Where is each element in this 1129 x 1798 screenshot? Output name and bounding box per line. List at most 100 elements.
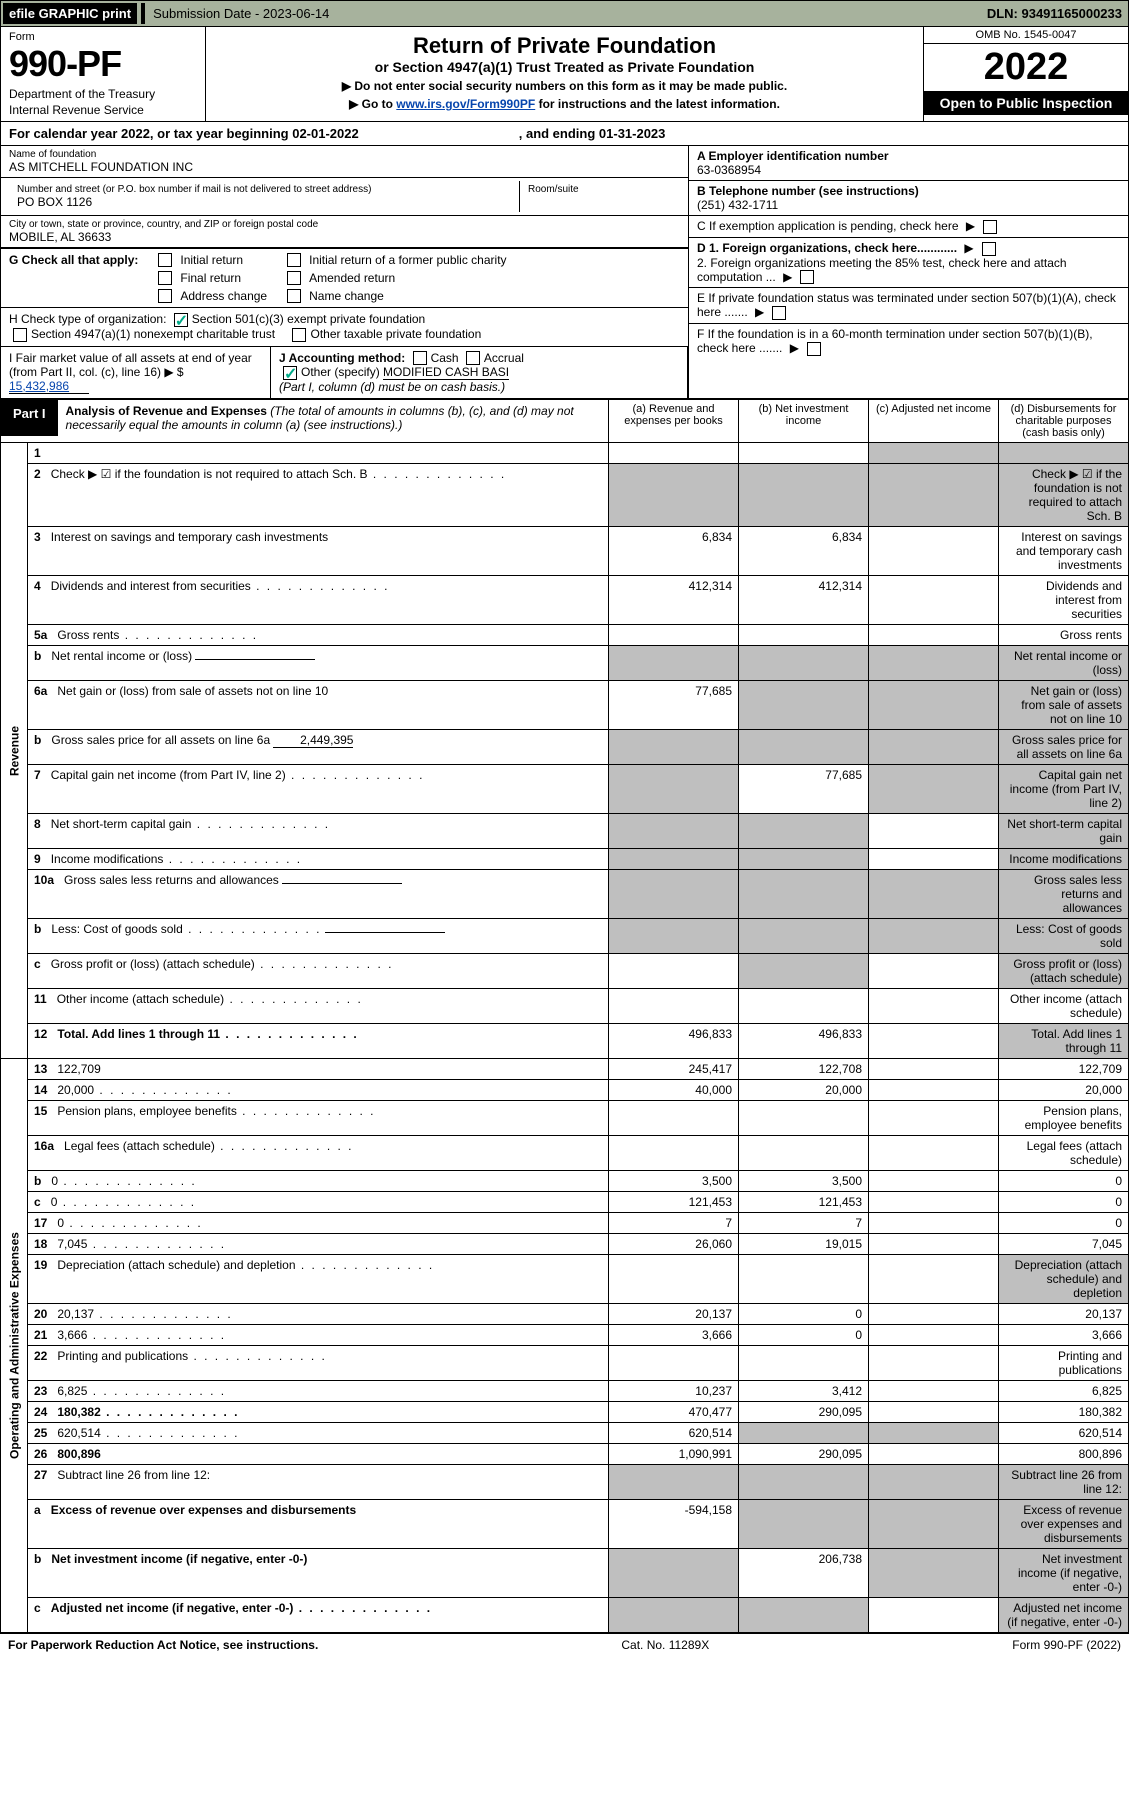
- h-501c3[interactable]: [174, 313, 188, 327]
- table-row: 18 7,04526,06019,0157,045: [1, 1234, 1129, 1255]
- cell-c: [869, 989, 999, 1024]
- cell-a: 470,477: [609, 1402, 739, 1423]
- table-row: b 03,5003,5000: [1, 1171, 1129, 1192]
- table-row: c 0121,453121,4530: [1, 1192, 1129, 1213]
- line-desc: 22 Printing and publications: [28, 1346, 609, 1381]
- cell-b: 412,314: [739, 576, 869, 625]
- j-other[interactable]: [283, 366, 297, 380]
- b-label: B Telephone number (see instructions): [697, 184, 919, 198]
- j-accrual[interactable]: [466, 351, 480, 365]
- entity-block: Name of foundation AS MITCHELL FOUNDATIO…: [0, 146, 1129, 399]
- line-desc: 6a Net gain or (loss) from sale of asset…: [28, 681, 609, 730]
- cell-b: [739, 814, 869, 849]
- cell-d: Pension plans, employee benefits: [999, 1101, 1129, 1136]
- cell-b: [739, 1101, 869, 1136]
- cell-d: Total. Add lines 1 through 11: [999, 1024, 1129, 1059]
- cell-a: 3,666: [609, 1325, 739, 1346]
- cell-b: [739, 1598, 869, 1633]
- table-row: 17 0770: [1, 1213, 1129, 1234]
- line-desc: 23 6,825: [28, 1381, 609, 1402]
- line-desc: b Less: Cost of goods sold: [28, 919, 609, 954]
- cell-b: [739, 1346, 869, 1381]
- line-desc: b Net investment income (if negative, en…: [28, 1549, 609, 1598]
- cell-b: 496,833: [739, 1024, 869, 1059]
- part1-table: Part I Analysis of Revenue and Expenses …: [0, 399, 1129, 1633]
- g-initial-return[interactable]: [158, 253, 172, 267]
- g-initial-former[interactable]: [287, 253, 301, 267]
- h-4947[interactable]: [13, 328, 27, 342]
- g-address-change[interactable]: [158, 289, 172, 303]
- cell-c: [869, 1136, 999, 1171]
- cell-a: [609, 989, 739, 1024]
- cell-b: 3,412: [739, 1381, 869, 1402]
- line-desc: 14 20,000: [28, 1080, 609, 1101]
- open-public: Open to Public Inspection: [924, 91, 1128, 115]
- cell-d: 7,045: [999, 1234, 1129, 1255]
- cell-c: [869, 1500, 999, 1549]
- cell-b: [739, 443, 869, 464]
- cell-a: 620,514: [609, 1423, 739, 1444]
- cell-b: [739, 870, 869, 919]
- cell-d: Gross profit or (loss) (attach schedule): [999, 954, 1129, 989]
- cell-b: 0: [739, 1325, 869, 1346]
- line-desc: 12 Total. Add lines 1 through 11: [28, 1024, 609, 1059]
- cell-d: Net gain or (loss) from sale of assets n…: [999, 681, 1129, 730]
- line-desc: 19 Depreciation (attach schedule) and de…: [28, 1255, 609, 1304]
- line-desc: 27 Subtract line 26 from line 12:: [28, 1465, 609, 1500]
- header-note2: ▶ Go to www.irs.gov/Form990PF for instru…: [212, 97, 917, 111]
- i-label: I Fair market value of all assets at end…: [9, 351, 252, 379]
- d2-label: 2. Foreign organizations meeting the 85%…: [697, 256, 1067, 284]
- line-desc: 1: [28, 443, 609, 464]
- g-amended[interactable]: [287, 271, 301, 285]
- cell-d: 0: [999, 1213, 1129, 1234]
- cell-c: [869, 527, 999, 576]
- cell-b: [739, 954, 869, 989]
- tax-year: 2022: [924, 44, 1128, 91]
- table-row: 21 3,6663,66603,666: [1, 1325, 1129, 1346]
- i-value: 15,432,986: [9, 379, 89, 394]
- line-desc: b Net rental income or (loss): [28, 646, 609, 681]
- cell-d: Capital gain net income (from Part IV, l…: [999, 765, 1129, 814]
- d2-checkbox[interactable]: [800, 270, 814, 284]
- table-row: a Excess of revenue over expenses and di…: [1, 1500, 1129, 1549]
- c-checkbox[interactable]: [983, 220, 997, 234]
- city-value: MOBILE, AL 36633: [9, 230, 680, 244]
- e-checkbox[interactable]: [772, 306, 786, 320]
- h-other-taxable[interactable]: [292, 328, 306, 342]
- line-desc: 11 Other income (attach schedule): [28, 989, 609, 1024]
- line-desc: c 0: [28, 1192, 609, 1213]
- cell-a: [609, 646, 739, 681]
- d1-checkbox[interactable]: [982, 242, 996, 256]
- cell-a: 496,833: [609, 1024, 739, 1059]
- cell-d: Net investment income (if negative, ente…: [999, 1549, 1129, 1598]
- table-row: 16a Legal fees (attach schedule)Legal fe…: [1, 1136, 1129, 1171]
- table-row: 14 20,00040,00020,00020,000: [1, 1080, 1129, 1101]
- table-row: 11 Other income (attach schedule)Other i…: [1, 989, 1129, 1024]
- cell-a: 3,500: [609, 1171, 739, 1192]
- g-final-return[interactable]: [158, 271, 172, 285]
- table-row: 3 Interest on savings and temporary cash…: [1, 527, 1129, 576]
- table-row: 7 Capital gain net income (from Part IV,…: [1, 765, 1129, 814]
- cell-c: [869, 1024, 999, 1059]
- cell-d: Less: Cost of goods sold: [999, 919, 1129, 954]
- cell-a: 77,685: [609, 681, 739, 730]
- g-name-change[interactable]: [287, 289, 301, 303]
- f-checkbox[interactable]: [807, 342, 821, 356]
- cell-b: 7: [739, 1213, 869, 1234]
- col-b-header: (b) Net investment income: [739, 400, 869, 443]
- line-desc: c Adjusted net income (if negative, ente…: [28, 1598, 609, 1633]
- cell-c: [869, 681, 999, 730]
- irs-link[interactable]: www.irs.gov/Form990PF: [396, 97, 535, 111]
- a-label: A Employer identification number: [697, 149, 889, 163]
- efile-badge: efile GRAPHIC print: [3, 3, 137, 24]
- line-desc: 2 Check ▶ ☑ if the foundation is not req…: [28, 464, 609, 527]
- j-cash[interactable]: [413, 351, 427, 365]
- line-desc: 13 122,709: [28, 1059, 609, 1080]
- addr-value: PO BOX 1126: [17, 195, 511, 209]
- cell-c: [869, 814, 999, 849]
- cell-b: 77,685: [739, 765, 869, 814]
- cell-b: [739, 681, 869, 730]
- cell-d: Adjusted net income (if negative, enter …: [999, 1598, 1129, 1633]
- table-row: 19 Depreciation (attach schedule) and de…: [1, 1255, 1129, 1304]
- cell-c: [869, 625, 999, 646]
